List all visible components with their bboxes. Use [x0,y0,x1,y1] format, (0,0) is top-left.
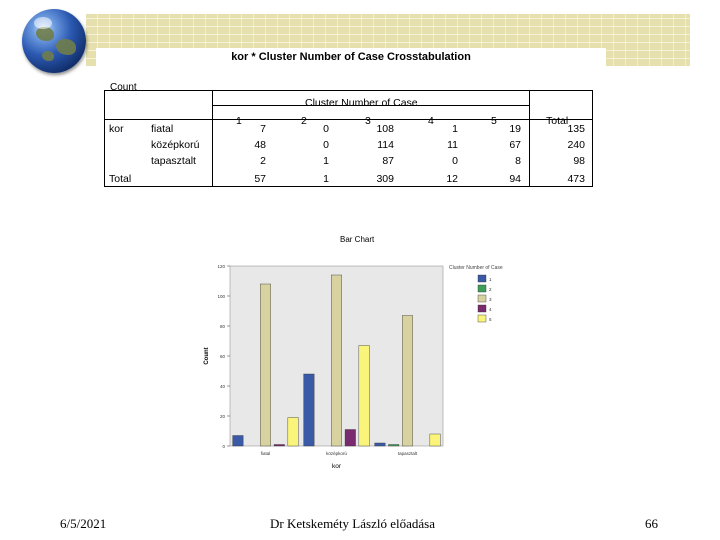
bar-5-2 [358,345,370,447]
legend-swatch-5 [477,314,487,323]
table-cell: 108 [376,123,394,135]
table-cell: 2 [260,155,266,167]
row-label-tapasztalt: tapasztalt [151,155,196,167]
bar-chart: 0 20 40 60 80 100 120 Count fiatal középkorú tapas… [204,264,503,470]
legend-label-1: 1 [489,277,492,282]
legend-label-3: 3 [489,297,492,302]
count-label: Count [110,82,137,93]
column-header-4: 4 [428,115,434,127]
column-header-2: 2 [301,115,307,127]
table-cell: 0 [323,139,329,151]
table-cell: 11 [447,139,458,151]
table-cell: 87 [382,155,394,167]
chart-title: Bar Chart [340,235,375,244]
column-group-header: Cluster Number of Case [305,97,418,109]
row-label-fiatal: fiatal [151,123,174,135]
y-axis-label: Count [204,347,210,364]
table-cell: 240 [567,139,585,151]
table-cell: 67 [509,139,521,151]
table-cell: 0 [452,155,458,167]
legend-label-5: 5 [489,317,492,322]
table-cell: 57 [254,173,266,185]
table-cell: 7 [260,123,266,135]
table-cell: 1 [452,123,458,135]
table-cell: 8 [515,155,521,167]
row-variable-label: kor [109,123,124,135]
x-tick-label: tapasztalt [398,451,418,456]
y-tick-label: 20 [220,414,226,419]
x-axis-label: kor [332,463,342,470]
column-header-5: 5 [491,115,497,127]
table-cell: 94 [509,173,521,185]
table-cell: 135 [567,123,585,135]
x-tick-label: fiatal [261,451,271,456]
bar-2-3 [388,444,400,447]
footer-page-number: 66 [645,516,658,531]
legend-label-2: 2 [489,287,492,292]
bar-5-1 [287,417,299,447]
table-cell: 309 [376,173,394,185]
y-tick-label: 120 [217,264,225,269]
table-cell: 114 [377,139,394,151]
bar-1-3 [374,442,386,447]
table-cell: 1 [323,155,329,167]
bar-1-1 [232,435,244,447]
y-tick-label: 40 [220,384,226,389]
column-header-1: 1 [236,115,242,127]
legend-title: Cluster Number of Case [449,265,503,271]
x-tick-label: középkorú [326,451,347,456]
y-tick-label: 80 [220,324,226,329]
bar-3-3 [402,315,413,447]
bar-4-1 [273,444,285,447]
bar-3-1 [260,283,271,447]
table-cell: 0 [323,123,329,135]
footer-author: Dr Ketskeméty László előadása [270,516,435,531]
legend-label-4: 4 [489,307,492,312]
bar-5-3 [429,433,441,447]
globe-icon [22,9,86,73]
table-cell: 98 [573,155,585,167]
table-cell: 1 [323,173,329,185]
row-label-kozepkoru: középkorú [151,139,200,151]
bar-3-2 [331,274,342,447]
table-cell: 12 [446,173,458,185]
legend-swatch-1 [477,274,487,283]
table-cell: 473 [567,173,585,185]
legend-swatch-2 [477,284,487,293]
column-header-3: 3 [365,115,371,127]
legend-swatch-4 [477,304,487,313]
crosstab-table: Cluster Number of Case 1 2 3 4 5 Total k… [104,90,593,187]
footer-date: 6/5/2021 [60,516,107,531]
table-cell: 19 [509,123,521,135]
legend-swatch-3 [477,294,487,303]
bar-1-2 [303,373,315,447]
y-tick-label: 60 [220,354,226,359]
table-cell: 48 [254,139,266,151]
row-label-total: Total [109,173,132,185]
slide-title: kor * Cluster Number of Case Crosstabula… [96,48,606,66]
bar-4-2 [344,429,356,447]
column-header-total: Total [546,115,569,127]
y-tick-label: 100 [217,294,225,299]
y-tick-label: 0 [222,444,225,449]
